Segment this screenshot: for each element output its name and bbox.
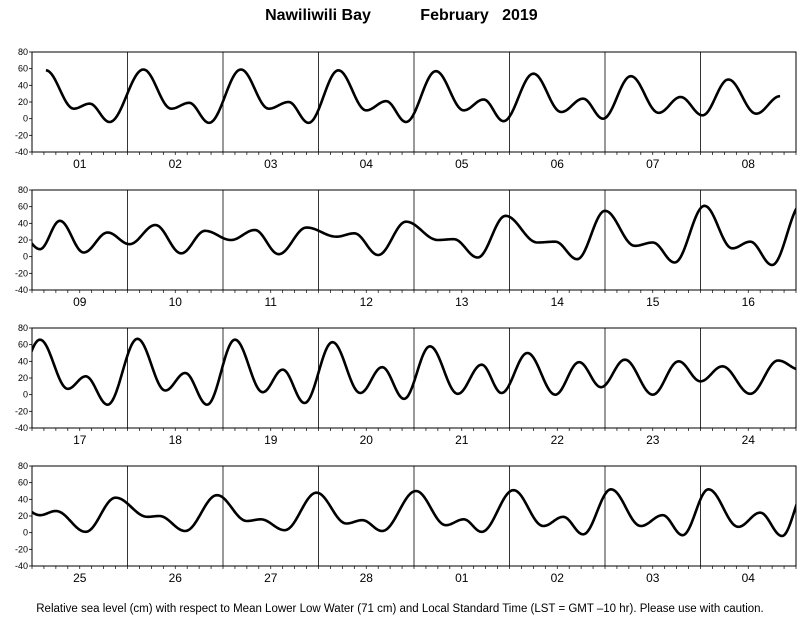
day-label: 19 [264, 433, 278, 447]
footer-caption: Relative sea level (cm) with respect to … [36, 603, 763, 615]
day-label: 18 [169, 433, 183, 447]
y-tick-label: 40 [18, 356, 28, 366]
y-tick-label: 40 [18, 80, 28, 90]
day-label: 15 [646, 295, 660, 309]
y-tick-label: 0 [23, 252, 28, 262]
panel-frame [31, 465, 797, 567]
y-tick-label: 20 [18, 511, 28, 521]
tide-curve [32, 488, 796, 538]
y-tick-label: 80 [18, 323, 28, 333]
y-tick-label: 80 [18, 185, 28, 195]
y-tick-label: 60 [18, 64, 28, 74]
panel-frame [31, 327, 797, 429]
day-label: 03 [646, 571, 660, 585]
day-label: 10 [169, 295, 183, 309]
y-tick-label: 80 [18, 47, 28, 57]
day-label: 25 [73, 571, 87, 585]
tide-curve [45, 68, 781, 125]
day-label: 20 [360, 433, 374, 447]
y-tick-label: 0 [23, 528, 28, 538]
day-label: 24 [742, 433, 756, 447]
y-tick-label: -40 [15, 423, 28, 433]
y-tick-label: 20 [18, 97, 28, 107]
day-label: 22 [551, 433, 565, 447]
day-label: 16 [742, 295, 756, 309]
y-tick-label: 60 [18, 478, 28, 488]
day-label: 01 [73, 157, 87, 171]
y-tick-label: 60 [18, 202, 28, 212]
day-label: 05 [455, 157, 469, 171]
day-label: 14 [551, 295, 565, 309]
y-tick-label: -20 [15, 130, 28, 140]
y-tick-label: -20 [15, 268, 28, 278]
day-label: 01 [455, 571, 469, 585]
tide-panel: -40 -20 0 20 40 60 80 25 26 27 28 01 02 03 04 [15, 461, 797, 585]
day-label: 12 [360, 295, 374, 309]
y-tick-label: -40 [15, 147, 28, 157]
day-label: 02 [551, 571, 565, 585]
y-tick-label: 40 [18, 218, 28, 228]
day-label: 08 [742, 157, 756, 171]
y-tick-label: -40 [15, 561, 28, 571]
day-label: 03 [264, 157, 278, 171]
day-label: 02 [169, 157, 183, 171]
panel-frame [31, 189, 797, 291]
y-tick-label: -20 [15, 544, 28, 554]
day-label: 11 [265, 295, 278, 309]
y-tick-label: 60 [18, 340, 28, 350]
tide-curve [32, 337, 796, 406]
day-label: 04 [360, 157, 374, 171]
y-tick-label: 40 [18, 494, 28, 504]
tide-panel: -40 -20 0 20 40 60 80 17 18 19 20 21 22 23 24 [15, 323, 797, 447]
day-label: 23 [646, 433, 660, 447]
day-label: 17 [73, 433, 87, 447]
y-tick-label: 20 [18, 235, 28, 245]
day-label: 28 [360, 571, 374, 585]
y-tick-label: 20 [18, 373, 28, 383]
y-tick-label: -40 [15, 285, 28, 295]
day-label: 07 [646, 157, 660, 171]
day-label: 13 [455, 295, 469, 309]
tide-panel: -40 -20 0 20 40 60 80 01 02 03 04 05 06 07 08 [15, 47, 797, 171]
panel-frame [31, 51, 797, 153]
day-label: 09 [73, 295, 87, 309]
day-label: 04 [742, 571, 756, 585]
tide-panel: -40 -20 0 20 40 60 80 09 10 11 12 13 14 15 16 [15, 185, 797, 309]
day-label: 26 [169, 571, 183, 585]
tide-curve [32, 204, 796, 267]
y-tick-label: 0 [23, 390, 28, 400]
y-tick-label: -20 [15, 406, 28, 416]
day-label: 21 [455, 433, 469, 447]
day-label: 27 [264, 571, 278, 585]
day-label: 06 [551, 157, 565, 171]
chart-title-period: February 2019 [420, 7, 538, 24]
y-tick-label: 0 [23, 114, 28, 124]
chart-title-station: Nawiliwili Bay [265, 7, 371, 24]
y-tick-label: 80 [18, 461, 28, 471]
